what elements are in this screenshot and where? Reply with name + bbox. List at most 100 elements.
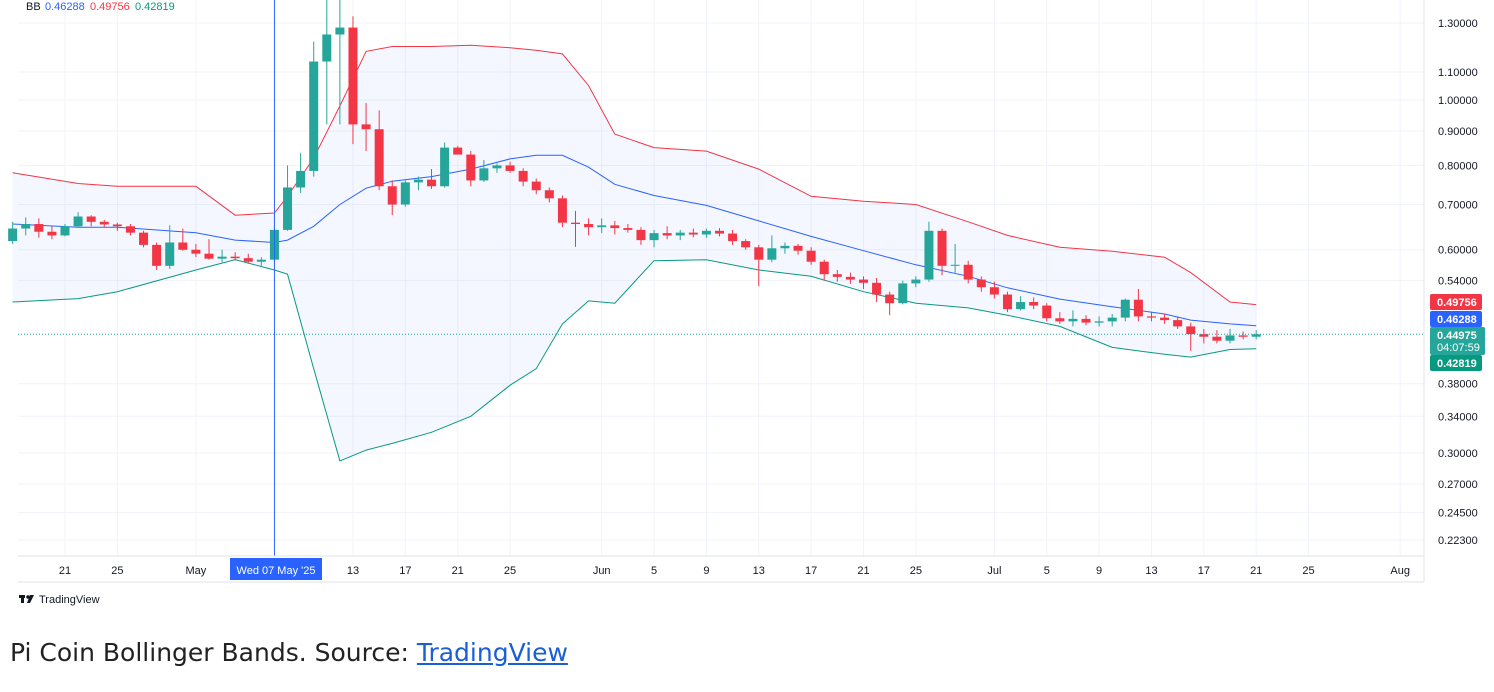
x-tick-label: 9 [703,565,709,577]
legend-indicator-name: BB [26,1,41,13]
x-tick-label: 17 [399,565,411,577]
candle-body [335,27,345,35]
candle-body [1107,317,1117,322]
figure-caption: Pi Coin Bollinger Bands. Source: Trading… [10,638,568,667]
candle-body [898,283,908,304]
candle-body [557,198,567,223]
y-tick-label: 0.60000 [1438,245,1478,257]
candle-body [139,232,149,245]
candle [845,272,855,284]
candle [924,221,934,282]
candle [73,212,83,228]
candle [1068,310,1078,327]
candle [701,228,711,238]
legend-upper-value: 0.49756 [90,1,130,13]
upper-band-tag [1430,294,1482,310]
candle [636,227,646,245]
candle [1238,331,1248,340]
candle-body [610,225,620,229]
candle-body [1002,294,1012,310]
candle [557,195,567,228]
candle-body [858,279,868,283]
candle [1251,330,1261,340]
candle-body [1081,318,1091,323]
candle-body [819,261,829,275]
indicator-legend[interactable]: BB 0.46288 0.49756 0.42819 [26,1,175,13]
candle-body [1225,335,1235,341]
candle [99,220,109,228]
last-price-tag [1430,327,1485,355]
middle-band-tag [1430,311,1482,327]
candle-body [1199,334,1209,337]
candle [21,217,31,236]
candle-body [112,224,122,227]
candle [283,165,293,231]
candle [1055,312,1065,324]
y-tick-label: 0.34000 [1438,411,1478,423]
y-tick-label: 0.90000 [1438,126,1478,138]
candle [963,260,973,284]
candle [832,269,842,282]
tradingview-logo-icon [19,595,34,603]
candle [1042,303,1052,322]
candle-body [99,221,109,225]
candle [112,222,122,231]
candle-body [466,154,476,181]
candle [400,180,410,207]
candle [872,277,882,303]
candle-body [309,61,319,171]
candle-body [584,224,594,228]
x-tick-label: Jul [987,565,1001,577]
crosshair-date-label: Wed 07 May '25 [237,565,316,577]
candle [8,221,18,244]
candle [741,239,751,250]
bollinger-band-fill [12,45,1257,461]
candle [204,239,214,260]
candle-body [662,233,672,236]
candle-body [649,233,659,241]
candle-body [885,294,895,304]
y-axis-ticks: 1.30000 1.10000 1.00000 0.90000 0.80000 0.700… [1438,18,1478,547]
candle-body [296,170,306,188]
candle [374,110,384,191]
candle [413,176,423,191]
caption-source-link[interactable]: TradingView [416,638,568,667]
x-tick-label: 21 [452,565,464,577]
candle [1016,296,1026,311]
upper-band-tag-label: 0.49756 [1437,297,1477,309]
candle-body [47,231,57,236]
countdown-label: 04:07:59 [1437,342,1480,354]
candle [309,41,319,177]
candle-body [165,242,175,266]
candle-body [832,274,842,277]
candle-body [21,224,31,229]
candle [1225,328,1235,344]
candle-body [387,186,397,205]
candle-body [60,226,70,236]
candle-body [505,165,515,171]
candle [335,0,345,125]
candle [1081,315,1091,326]
candle-body [1173,320,1183,327]
candle-body [741,241,751,248]
crosshair-date-box [230,558,322,580]
candle [1133,288,1143,322]
candle-body [688,232,698,235]
candle [649,229,659,248]
y-tick-label: 0.27000 [1438,479,1478,491]
candle-body [1029,302,1039,306]
candle [230,252,240,261]
candle [387,180,397,216]
candle [688,228,698,238]
candle-body [283,187,293,230]
candle-body [204,253,214,259]
x-tick-label: 17 [1198,565,1210,577]
candle [793,243,803,255]
candle [361,102,371,152]
y-tick-label: 1.30000 [1438,18,1478,30]
candle [440,142,450,188]
tradingview-brand[interactable]: TradingView [19,594,100,606]
candle-body [479,168,489,181]
last-price-tag-label: 0.44975 [1437,330,1477,342]
